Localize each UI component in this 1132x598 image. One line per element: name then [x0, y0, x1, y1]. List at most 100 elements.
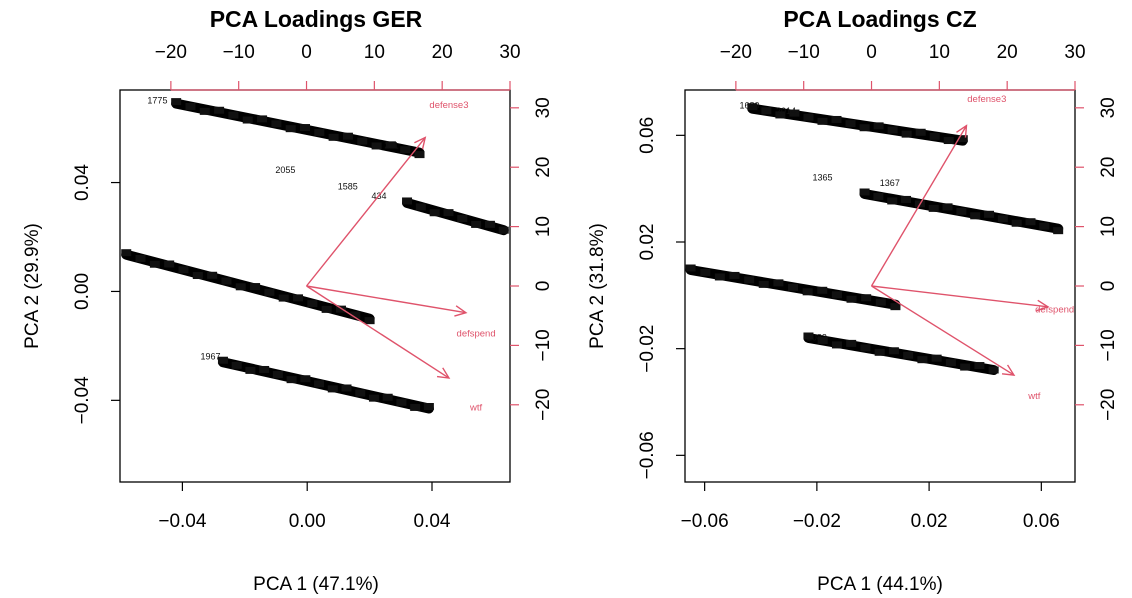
ger-arrowhead-defense3 [414, 136, 427, 150]
ger-observation-marker [396, 398, 407, 406]
ger-x-tick-label: 0.04 [414, 511, 451, 532]
ger-observation-marker [443, 209, 454, 217]
cz-observation-cluster [747, 103, 968, 146]
cz-observation-marker [846, 339, 857, 347]
cz-observation-marker [788, 283, 799, 291]
ger-x-tick-label: 0.00 [289, 511, 326, 532]
cz-observation-marker [744, 276, 755, 284]
ger-observation-marker [259, 365, 270, 373]
cz-right-tick-label: 20 [1098, 157, 1119, 178]
cz-observation-marker [803, 332, 814, 340]
cz-observation-marker [685, 264, 696, 272]
cz-arrowhead-defspend [1036, 299, 1050, 312]
ger-vector-label-defspend: defspend [457, 328, 496, 339]
ger-observation-marker [400, 146, 411, 154]
ger-top-tick-label: −20 [155, 42, 187, 63]
cz-y-axis-label: PCA 2 (31.8%) [587, 223, 608, 349]
ger-observation-marker [357, 137, 368, 145]
cz-observation-marker [928, 204, 939, 212]
cz-observation-marker [773, 279, 784, 287]
cz-observation-marker [729, 271, 740, 279]
ger-observation-marker [214, 106, 225, 114]
ger-observation-marker [414, 151, 425, 159]
cz-observation-marker [974, 362, 985, 370]
cz-observation-marker [942, 203, 953, 211]
ger-vector-label-wtf: wtf [469, 403, 483, 414]
ger-observation-marker [242, 116, 253, 124]
ger-observation-marker [385, 141, 396, 149]
ger-observation-marker [221, 277, 232, 285]
ger-vector-defspend [306, 285, 467, 314]
ger-chart-title: PCA Loadings GER [210, 6, 423, 32]
cz-observation-marker [960, 363, 971, 371]
ger-observation-marker [484, 220, 495, 228]
cz-x-tick-label: 0.02 [911, 511, 948, 532]
cz-observation-marker [874, 348, 885, 356]
ger-observation-marker [286, 376, 297, 384]
ger-right-tick-label: −20 [533, 389, 554, 421]
ger-point-label: 1967 [200, 352, 220, 362]
cz-observation-marker [945, 359, 956, 367]
ger-observation-marker [300, 375, 311, 383]
cz-observation-marker [875, 298, 886, 306]
ger-vector-label-defense3: defense3 [429, 100, 468, 111]
ger-observation-marker [350, 311, 361, 319]
cz-point-label: 2014 [776, 106, 796, 116]
ger-right-tick-label: 30 [533, 97, 554, 118]
ger-observation-marker [341, 384, 352, 392]
ger-top-tick-label: 20 [432, 42, 453, 63]
ger-right-tick-label: −10 [533, 329, 554, 361]
ger-point-label: 1775 [147, 96, 167, 106]
cz-observation-marker [802, 288, 813, 296]
ger-x-tick-label: −0.04 [158, 511, 207, 532]
ger-observation-marker [429, 209, 440, 217]
cz-observation-marker [1011, 219, 1022, 227]
cz-top-tick-label: 10 [929, 42, 950, 63]
cz-observation-marker [758, 280, 769, 288]
cz-observation-marker [1053, 227, 1064, 235]
cz-observation-marker [873, 122, 884, 130]
ger-observation-marker [272, 371, 283, 379]
ger-observation-marker [471, 220, 482, 228]
cz-observation-marker [887, 197, 898, 205]
ger-observation-marker [178, 266, 189, 274]
cz-right-tick-label: −10 [1098, 329, 1119, 361]
cz-observation-marker [831, 291, 842, 299]
cz-right-tick-label: 0 [1098, 281, 1119, 292]
cz-observation-marker [861, 294, 872, 302]
cz-observation-marker [888, 347, 899, 355]
ger-observation-marker [199, 107, 210, 115]
cz-arrowhead-defense3 [956, 124, 968, 138]
cz-observation-marker [873, 192, 884, 200]
cz-right-tick-label: 30 [1098, 97, 1119, 118]
ger-observation-cluster [217, 357, 434, 414]
ger-observation-marker [307, 300, 318, 308]
ger-y-axis-label: PCA 2 (29.9%) [22, 223, 43, 349]
ger-observation-marker [299, 124, 310, 132]
ger-observation-marker [402, 197, 413, 205]
cz-observation-marker [775, 111, 786, 119]
ger-top-tick-label: 10 [364, 42, 385, 63]
cz-vector-label-defense3: defense3 [967, 94, 1006, 105]
cz-top-tick-label: −20 [720, 42, 752, 63]
ger-right-tick-label: 0 [533, 281, 554, 292]
cz-observation-marker [859, 124, 870, 132]
cz-observation-marker [984, 210, 995, 218]
cz-observation-marker [901, 130, 912, 138]
ger-observation-marker [368, 394, 379, 402]
cz-observation-marker [917, 356, 928, 364]
cz-observation-marker [714, 273, 725, 281]
ger-x-axis-label: PCA 1 (47.1%) [253, 574, 379, 595]
cz-observation-marker [957, 135, 968, 143]
cz-x-tick-label: −0.06 [681, 511, 729, 532]
cz-observation-marker [903, 351, 914, 359]
cz-panel: PCA Loadings CZ −0.06 −0.02 0.02 0.06 PCA 1 (… [587, 6, 1119, 595]
ger-arrowhead-defspend [454, 305, 468, 317]
ger-observation-marker [410, 403, 421, 411]
cz-top-tick-label: 0 [866, 42, 877, 63]
cz-vector-defense3 [870, 125, 968, 287]
ger-y-tick-label: 0.00 [72, 273, 93, 310]
ger-observation-marker [364, 317, 375, 325]
cz-right-tick-label: −20 [1098, 389, 1119, 421]
